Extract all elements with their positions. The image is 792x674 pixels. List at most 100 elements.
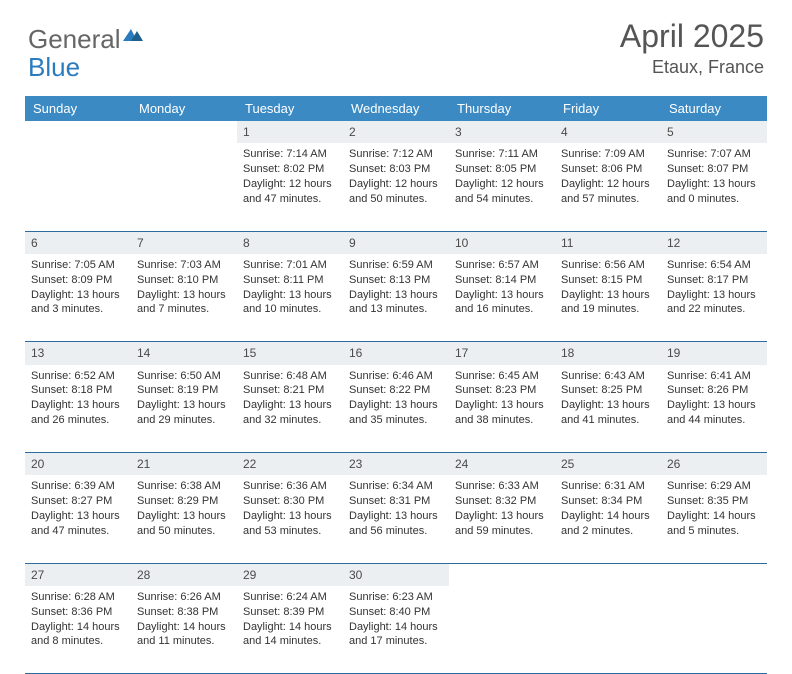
day-number: 15 [237,342,343,365]
sunset-text: Sunset: 8:13 PM [349,273,443,288]
day-cell: Sunrise: 6:46 AMSunset: 8:22 PMDaylight:… [343,365,449,453]
day-number: 21 [131,453,237,476]
daylight-text: Daylight: 13 hours and 44 minutes. [667,398,761,428]
daynum-row: 13141516171819 [25,342,767,365]
daynum-row: 20212223242526 [25,453,767,476]
sunrise-text: Sunrise: 6:33 AM [455,479,549,494]
sunrise-text: Sunrise: 6:59 AM [349,258,443,273]
title-block: April 2025 Etaux, France [620,18,764,78]
day-number: 8 [237,231,343,254]
day-number: 25 [555,453,661,476]
sunset-text: Sunset: 8:38 PM [137,605,231,620]
daylight-text: Daylight: 14 hours and 8 minutes. [31,620,125,650]
day-cell: Sunrise: 6:48 AMSunset: 8:21 PMDaylight:… [237,365,343,453]
sunset-text: Sunset: 8:23 PM [455,383,549,398]
sunset-text: Sunset: 8:18 PM [31,383,125,398]
sunrise-text: Sunrise: 6:56 AM [561,258,655,273]
sunrise-text: Sunrise: 6:34 AM [349,479,443,494]
day-number: 1 [237,121,343,143]
day-cell [661,586,767,674]
day-cell: Sunrise: 6:41 AMSunset: 8:26 PMDaylight:… [661,365,767,453]
day-cell: Sunrise: 6:45 AMSunset: 8:23 PMDaylight:… [449,365,555,453]
daylight-text: Daylight: 14 hours and 2 minutes. [561,509,655,539]
sunset-text: Sunset: 8:34 PM [561,494,655,509]
daylight-text: Daylight: 13 hours and 0 minutes. [667,177,761,207]
sunset-text: Sunset: 8:10 PM [137,273,231,288]
day-cell: Sunrise: 6:57 AMSunset: 8:14 PMDaylight:… [449,254,555,342]
daylight-text: Daylight: 14 hours and 5 minutes. [667,509,761,539]
sunrise-text: Sunrise: 6:48 AM [243,369,337,384]
day-cell: Sunrise: 7:09 AMSunset: 8:06 PMDaylight:… [555,143,661,231]
daylight-text: Daylight: 14 hours and 11 minutes. [137,620,231,650]
day-cell: Sunrise: 6:24 AMSunset: 8:39 PMDaylight:… [237,586,343,674]
day-cell: Sunrise: 6:36 AMSunset: 8:30 PMDaylight:… [237,475,343,563]
sunrise-text: Sunrise: 6:39 AM [31,479,125,494]
day-number: 19 [661,342,767,365]
sunset-text: Sunset: 8:26 PM [667,383,761,398]
day-cell: Sunrise: 7:05 AMSunset: 8:09 PMDaylight:… [25,254,131,342]
sunrise-text: Sunrise: 6:24 AM [243,590,337,605]
day-number: 22 [237,453,343,476]
day-number: 7 [131,231,237,254]
day-cell: Sunrise: 6:43 AMSunset: 8:25 PMDaylight:… [555,365,661,453]
day-number: 23 [343,453,449,476]
day-number: 27 [25,563,131,586]
day-number: 18 [555,342,661,365]
day-number: 9 [343,231,449,254]
sunrise-text: Sunrise: 6:29 AM [667,479,761,494]
weekday-header: Thursday [449,96,555,121]
day-number [131,121,237,143]
day-cell: Sunrise: 6:52 AMSunset: 8:18 PMDaylight:… [25,365,131,453]
day-cell: Sunrise: 7:14 AMSunset: 8:02 PMDaylight:… [237,143,343,231]
sunrise-text: Sunrise: 6:45 AM [455,369,549,384]
weekday-header: Sunday [25,96,131,121]
sunset-text: Sunset: 8:31 PM [349,494,443,509]
sunrise-text: Sunrise: 6:43 AM [561,369,655,384]
daylight-text: Daylight: 13 hours and 19 minutes. [561,288,655,318]
daylight-text: Daylight: 14 hours and 14 minutes. [243,620,337,650]
sunset-text: Sunset: 8:14 PM [455,273,549,288]
daylight-text: Daylight: 13 hours and 22 minutes. [667,288,761,318]
sunset-text: Sunset: 8:19 PM [137,383,231,398]
sunrise-text: Sunrise: 6:50 AM [137,369,231,384]
sunset-text: Sunset: 8:21 PM [243,383,337,398]
day-number: 24 [449,453,555,476]
content-row: Sunrise: 7:05 AMSunset: 8:09 PMDaylight:… [25,254,767,342]
daylight-text: Daylight: 13 hours and 56 minutes. [349,509,443,539]
sunset-text: Sunset: 8:35 PM [667,494,761,509]
day-number: 4 [555,121,661,143]
sunrise-text: Sunrise: 7:11 AM [455,147,549,162]
day-number: 17 [449,342,555,365]
daylight-text: Daylight: 13 hours and 13 minutes. [349,288,443,318]
daylight-text: Daylight: 13 hours and 3 minutes. [31,288,125,318]
day-cell [25,143,131,231]
daylight-text: Daylight: 13 hours and 29 minutes. [137,398,231,428]
sunset-text: Sunset: 8:05 PM [455,162,549,177]
sunset-text: Sunset: 8:11 PM [243,273,337,288]
daylight-text: Daylight: 13 hours and 10 minutes. [243,288,337,318]
logo: General [28,24,143,55]
sunrise-text: Sunrise: 7:07 AM [667,147,761,162]
sunrise-text: Sunrise: 6:28 AM [31,590,125,605]
sunset-text: Sunset: 8:17 PM [667,273,761,288]
day-number [555,563,661,586]
day-cell: Sunrise: 6:34 AMSunset: 8:31 PMDaylight:… [343,475,449,563]
daylight-text: Daylight: 13 hours and 35 minutes. [349,398,443,428]
sunset-text: Sunset: 8:39 PM [243,605,337,620]
day-cell [131,143,237,231]
header: General April 2025 Etaux, France [0,0,792,86]
sunset-text: Sunset: 8:29 PM [137,494,231,509]
day-number: 3 [449,121,555,143]
day-number: 29 [237,563,343,586]
sunset-text: Sunset: 8:27 PM [31,494,125,509]
day-cell: Sunrise: 6:39 AMSunset: 8:27 PMDaylight:… [25,475,131,563]
daylight-text: Daylight: 12 hours and 54 minutes. [455,177,549,207]
day-cell: Sunrise: 6:29 AMSunset: 8:35 PMDaylight:… [661,475,767,563]
day-cell: Sunrise: 6:31 AMSunset: 8:34 PMDaylight:… [555,475,661,563]
day-cell: Sunrise: 6:56 AMSunset: 8:15 PMDaylight:… [555,254,661,342]
day-number: 30 [343,563,449,586]
sunset-text: Sunset: 8:32 PM [455,494,549,509]
day-number: 28 [131,563,237,586]
content-row: Sunrise: 6:52 AMSunset: 8:18 PMDaylight:… [25,365,767,453]
daynum-row: 12345 [25,121,767,143]
